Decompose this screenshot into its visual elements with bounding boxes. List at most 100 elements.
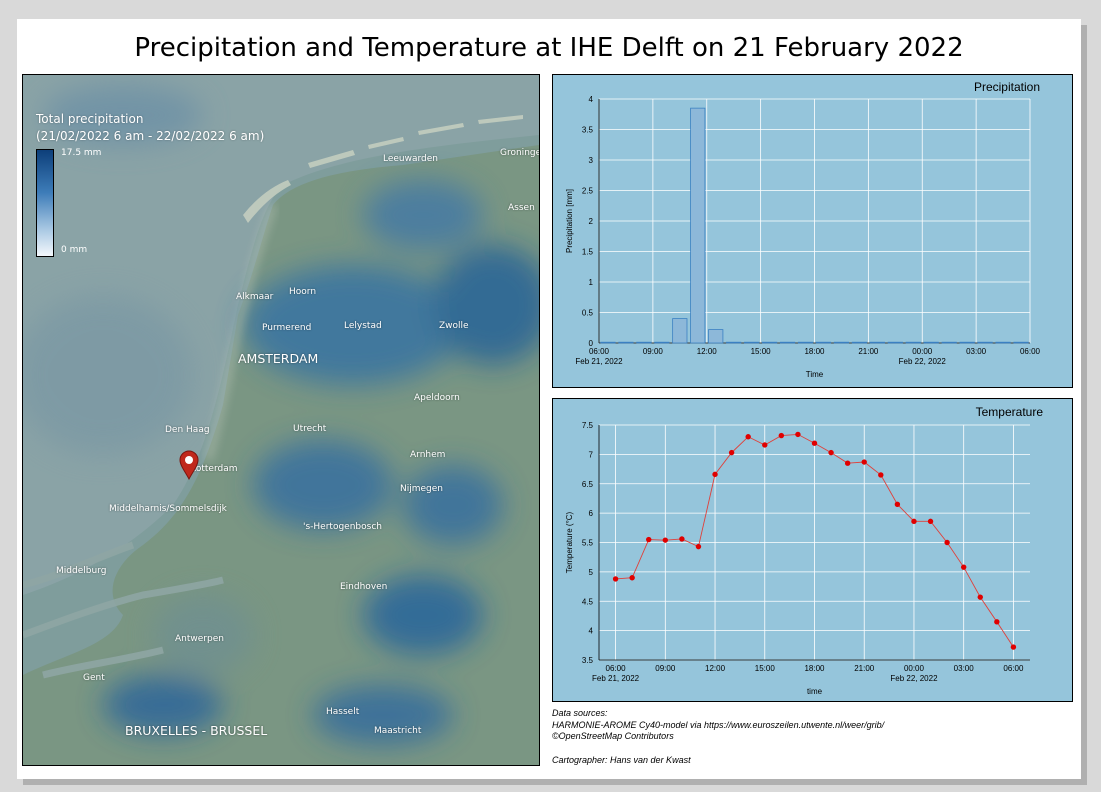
- temp-xtick-label: 18:00: [804, 664, 825, 673]
- place-middelburg: Middelburg: [56, 566, 107, 576]
- precip-bar: [995, 341, 1011, 344]
- place-lelystad: Lelystad: [344, 321, 382, 331]
- place-bruxelles: BRUXELLES - BRUSSEL: [125, 723, 268, 738]
- place-arnhem: Arnhem: [410, 450, 446, 460]
- precip-bar: [618, 341, 634, 344]
- temperature-chart: Temperature 3.5 4 4.5 5 5.5 6 6.5 7 7.5 06:00 09:0…: [552, 398, 1073, 702]
- temp-point: [745, 434, 751, 440]
- legend-max-label: 17.5 mm: [61, 148, 102, 158]
- temp-point: [828, 449, 834, 456]
- temp-ytick-label: 7.5: [582, 421, 594, 430]
- page-title: Precipitation and Temperature at IHE Del…: [134, 33, 964, 63]
- temp-ytick-label: 4: [589, 627, 594, 636]
- place-gent: Gent: [83, 673, 105, 683]
- precip-x-axis-title: Time: [806, 370, 824, 379]
- precip-ytick-label: 4: [589, 95, 594, 104]
- precip-ytick-label: 0.5: [582, 309, 594, 318]
- place-maastricht: Maastricht: [374, 726, 422, 736]
- precip-y-axis-title: Precipitation [mm]: [565, 189, 574, 253]
- temp-point: [712, 471, 718, 478]
- data-sources-line2: ©OpenStreetMap Contributors: [552, 731, 674, 741]
- temp-xtick-label: 06:00: [1003, 664, 1024, 673]
- precip-bar: [959, 341, 975, 344]
- temp-point: [778, 432, 785, 439]
- precip-bar: [708, 329, 724, 344]
- place-amsterdam: AMSTERDAM: [238, 351, 319, 366]
- precip-date-label: Feb 22, 2022: [899, 357, 947, 366]
- legend-color-ramp: [36, 149, 54, 257]
- precip-xtick-label: 09:00: [643, 347, 664, 356]
- place-alkmaar: Alkmaar: [236, 292, 274, 302]
- precip-bar: [672, 318, 688, 344]
- precip-ytick-label: 1: [589, 278, 594, 287]
- temp-point: [1010, 644, 1017, 650]
- temp-ytick-label: 6: [589, 509, 594, 518]
- place-den-haag: Den Haag: [165, 425, 210, 435]
- temp-x-axis-title: time: [807, 687, 823, 696]
- precip-bar: [887, 341, 903, 344]
- temp-date-label: Feb 21, 2022: [592, 674, 640, 683]
- temperature-chart-title: Temperature: [975, 405, 1043, 419]
- temp-point: [878, 472, 884, 478]
- precip-bar: [941, 341, 957, 344]
- precip-bar: [869, 341, 885, 344]
- place-antwerpen: Antwerpen: [175, 634, 224, 644]
- legend-title: Total precipitation (21/02/2022 6 am - 2…: [36, 111, 264, 145]
- temp-point: [679, 536, 685, 542]
- temp-ytick-label: 6.5: [582, 480, 594, 489]
- temp-xtick-label: 03:00: [954, 664, 975, 673]
- temp-point: [911, 518, 917, 525]
- data-sources: Data sources: HARMONIE-AROME Cy40-model …: [552, 708, 884, 743]
- precip-bar: [1013, 341, 1029, 344]
- temp-xtick-label: 21:00: [854, 664, 875, 673]
- precip-bar: [815, 341, 832, 344]
- map-background: [23, 75, 539, 765]
- precip-ytick-label: 2.5: [582, 187, 594, 196]
- precip-bar: [905, 341, 921, 344]
- precip-bar: [636, 341, 652, 344]
- precip-bar: [744, 341, 760, 344]
- temp-point: [662, 537, 669, 543]
- precip-bar: [923, 341, 939, 344]
- place-zwolle: Zwolle: [439, 321, 469, 331]
- precip-bar: [977, 341, 993, 344]
- precip-xtick-label: 15:00: [751, 347, 772, 356]
- precip-xtick-label: 06:00: [1020, 347, 1041, 356]
- temp-point: [994, 619, 1000, 625]
- temp-xtick-label: 00:00: [904, 664, 925, 673]
- temp-ytick-label: 4.5: [582, 597, 594, 606]
- temp-point: [960, 564, 967, 570]
- precip-xtick-label: 12:00: [697, 347, 718, 356]
- temp-ytick-label: 7: [589, 450, 594, 459]
- location-pin-icon[interactable]: [178, 450, 200, 480]
- temp-point: [646, 536, 652, 543]
- place-hoorn: Hoorn: [289, 287, 317, 297]
- place-rotterdam: Rotterdam: [190, 464, 238, 474]
- temp-ytick-label: 3.5: [582, 656, 594, 665]
- place-leeuwarden: Leeuwarden: [383, 154, 439, 164]
- map-layout-sheet: Precipitation and Temperature at IHE Del…: [17, 19, 1081, 779]
- precip-bar: [690, 107, 706, 344]
- precip-xtick-label: 21:00: [858, 347, 879, 356]
- temp-point: [844, 460, 851, 466]
- temp-point: [762, 442, 768, 448]
- temperature-plot: 3.5 4 4.5 5 5.5 6 6.5 7 7.5 06:00 09:00 12:00 15:00 1…: [565, 421, 1030, 696]
- temp-point: [629, 575, 635, 581]
- data-sources-heading: Data sources:: [552, 708, 608, 718]
- temp-date-label: Feb 22, 2022: [890, 674, 938, 683]
- temp-point: [728, 449, 735, 456]
- satellite-precipitation-map[interactable]: Total precipitation (21/02/2022 6 am - 2…: [22, 74, 540, 766]
- temp-point: [977, 594, 983, 600]
- precip-ytick-label: 1.5: [582, 248, 594, 257]
- precip-bar: [762, 341, 778, 344]
- precip-bar: [851, 341, 867, 344]
- place-apeldoorn: Apeldoorn: [414, 393, 460, 403]
- temp-ytick-label: 5.5: [582, 539, 594, 548]
- temp-xtick-label: 12:00: [705, 664, 726, 673]
- place-groningen: Groningen: [500, 148, 539, 158]
- legend-title-line2: (21/02/2022 6 am - 22/02/2022 6 am): [36, 129, 265, 143]
- cartographer-credit: Cartographer: Hans van der Kwast: [552, 755, 691, 765]
- temp-point: [695, 543, 702, 550]
- temp-point: [927, 518, 934, 525]
- precip-ytick-label: 3: [589, 156, 594, 165]
